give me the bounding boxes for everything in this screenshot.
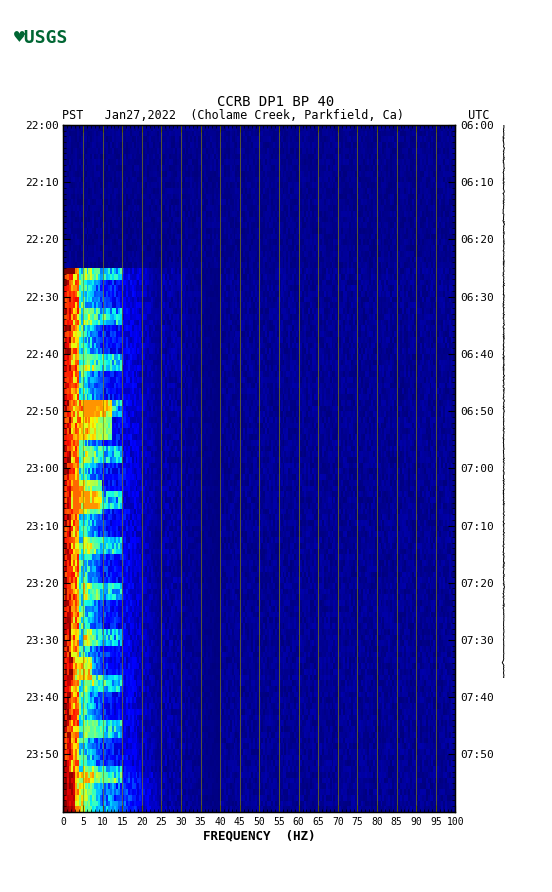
Text: ♥USGS: ♥USGS: [14, 29, 68, 46]
Text: PST   Jan27,2022  (Cholame Creek, Parkfield, Ca)         UTC: PST Jan27,2022 (Cholame Creek, Parkfield…: [62, 109, 490, 121]
Text: CCRB DP1 BP 40: CCRB DP1 BP 40: [217, 95, 335, 109]
X-axis label: FREQUENCY  (HZ): FREQUENCY (HZ): [203, 830, 316, 842]
